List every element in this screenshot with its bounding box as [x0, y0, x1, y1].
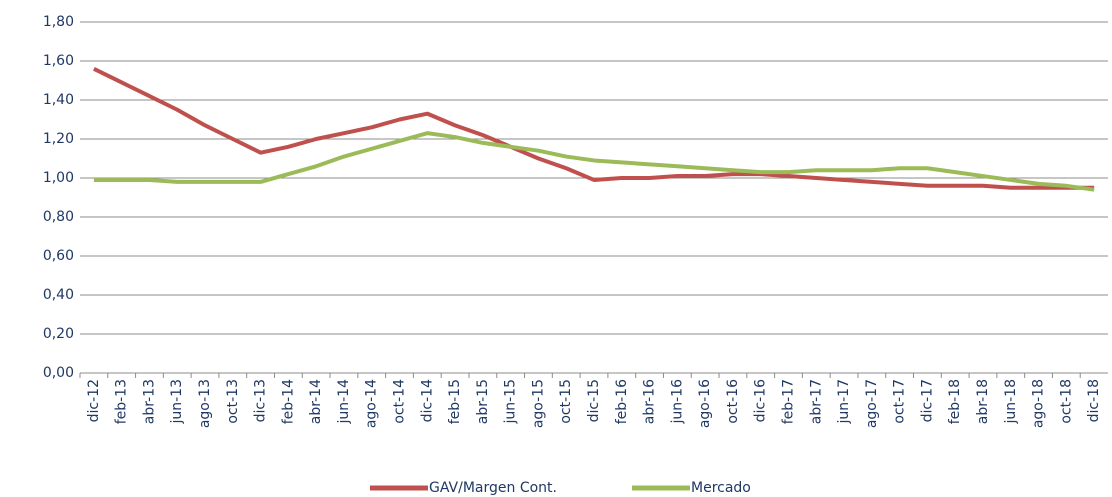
x-tick-label: dic-15: [586, 379, 602, 422]
x-tick-label: abr-15: [475, 379, 491, 424]
x-tick-label: dic-16: [753, 379, 769, 422]
x-tick-label: ago-14: [364, 379, 380, 428]
x-tick-label: jun-14: [336, 379, 352, 425]
x-tick-label: oct-13: [225, 379, 241, 424]
x-tick-label: dic-13: [253, 379, 269, 422]
x-tick-label: dic-12: [86, 379, 102, 422]
x-tick-label: oct-18: [1058, 379, 1074, 424]
y-tick-label: 0,60: [43, 248, 74, 264]
x-tick-label: dic-17: [919, 379, 935, 422]
x-tick-label: ago-17: [864, 379, 880, 428]
x-tick-label: feb-14: [280, 379, 296, 424]
x-tick-label: dic-18: [1086, 379, 1102, 422]
x-tick-label: abr-14: [308, 379, 324, 424]
x-tick-label: jun-16: [669, 379, 685, 425]
x-tick-label: ago-16: [697, 379, 713, 428]
x-tick-label: ago-18: [1031, 379, 1047, 428]
y-tick-label: 0,00: [43, 365, 74, 381]
x-tick-label: ago-15: [530, 379, 546, 428]
y-tick-label: 1,00: [43, 170, 74, 186]
y-tick-label: 0,40: [43, 287, 74, 303]
x-tick-label: abr-13: [141, 379, 157, 424]
y-tick-label: 1,40: [43, 92, 74, 108]
x-tick-label: feb-15: [447, 379, 463, 424]
line-series: [93, 67, 1095, 190]
x-tick-label: dic-14: [419, 379, 435, 422]
line-series: [93, 131, 1095, 192]
x-tick-label: jun-17: [836, 379, 852, 425]
x-tick-label: oct-17: [892, 379, 908, 424]
x-tick-label: abr-16: [642, 379, 658, 424]
x-tick-label: feb-13: [114, 379, 130, 424]
legend-label: Mercado: [691, 480, 751, 496]
x-tick-label: feb-18: [947, 379, 963, 424]
y-tick-label: 0,80: [43, 209, 74, 225]
x-tick-label: feb-17: [780, 379, 796, 424]
y-tick-label: 1,80: [43, 14, 74, 30]
x-tick-label: feb-16: [614, 379, 630, 424]
y-tick-label: 1,60: [43, 53, 74, 69]
y-tick-label: 0,20: [43, 326, 74, 342]
x-tick-label: ago-13: [197, 379, 213, 428]
y-tick-label: 1,20: [43, 131, 74, 147]
x-tick-label: jun-15: [503, 379, 519, 425]
x-tick-label: oct-16: [725, 379, 741, 424]
x-tick-label: abr-18: [975, 379, 991, 424]
x-tick-label: oct-15: [558, 379, 574, 424]
x-tick-label: jun-18: [1003, 379, 1019, 425]
x-tick-label: oct-14: [392, 379, 408, 424]
legend-label: GAV/Margen Cont.: [429, 480, 557, 496]
x-tick-label: abr-17: [808, 379, 824, 424]
x-tick-label: jun-13: [169, 379, 185, 425]
